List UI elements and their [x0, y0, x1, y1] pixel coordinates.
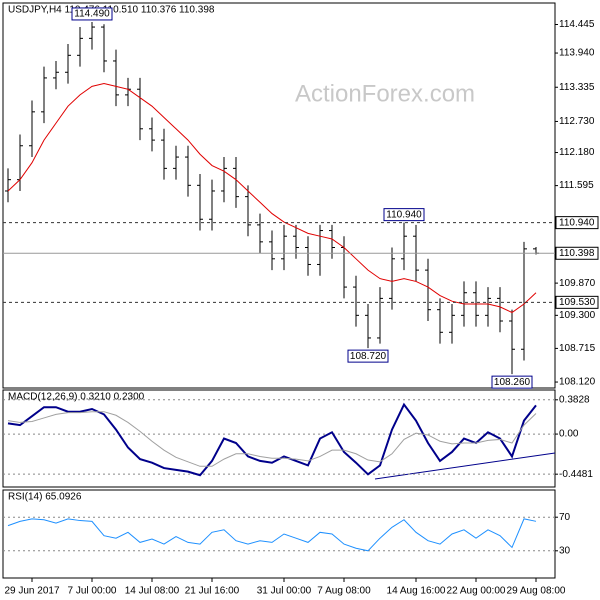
series-line — [7, 83, 537, 314]
x-tick-label: 14 Jul 08:00 — [125, 586, 180, 597]
x-tick-label: 31 Jul 00:00 — [257, 586, 312, 597]
y-tick-label: 112.730 — [559, 116, 595, 127]
annotation-box — [347, 349, 389, 363]
x-tick-label: 22 Aug 00:00 — [447, 586, 506, 597]
x-tick-label: 21 Jul 16:00 — [185, 586, 240, 597]
macd-frame — [2, 389, 556, 488]
level-label: 109.530 — [559, 297, 596, 308]
price-frame — [2, 2, 556, 389]
annotation-box — [491, 375, 533, 389]
level-label: 110.940 — [559, 217, 595, 228]
series-line — [7, 411, 537, 467]
y-tick-label: 0.00 — [559, 429, 579, 440]
last-price-box — [555, 246, 599, 260]
watermark: ActionForex.com — [295, 80, 475, 107]
annotation-label: 108.720 — [350, 351, 387, 362]
y-tick-label: 70 — [559, 512, 571, 523]
y-tick-label: 0.3828 — [559, 394, 590, 405]
x-tick-label: 29 Aug 08:00 — [507, 586, 566, 597]
x-tick-label: 7 Aug 08:00 — [317, 586, 371, 597]
y-tick-label: 114.445 — [559, 19, 595, 30]
y-tick-label: 108.715 — [559, 343, 596, 354]
annotation-label: 110.940 — [386, 209, 422, 220]
y-tick-label: 108.120 — [559, 377, 596, 388]
y-tick-label: 109.300 — [559, 310, 596, 321]
panel-title: RSI(14) 65.0926 — [8, 492, 82, 503]
annotation-box — [71, 7, 113, 21]
panel-title: MACD(12,26,9) 0.3210 0.2300 — [8, 392, 145, 403]
y-tick-label: 112.180 — [559, 147, 595, 158]
annotation-box — [383, 208, 425, 222]
x-tick-label: 14 Aug 16:00 — [387, 586, 446, 597]
y-tick-label: 113.940 — [559, 48, 595, 59]
y-tick-label: 109.870 — [559, 278, 596, 289]
y-tick-label: 30 — [559, 545, 571, 556]
x-tick-label: 7 Jul 00:00 — [68, 586, 117, 597]
level-box — [555, 295, 599, 309]
y-tick-label: -0.4481 — [559, 469, 593, 480]
x-tick-label: 29 Jun 2017 — [4, 586, 59, 597]
y-tick-label: 111.595 — [559, 180, 594, 191]
y-tick-label: 113.335 — [559, 82, 595, 93]
level-box — [555, 216, 599, 230]
annotation-label: 114.490 — [74, 9, 110, 20]
last-price-label: 110.398 — [559, 248, 595, 259]
series-line — [7, 518, 537, 552]
annotation-label: 108.260 — [494, 377, 531, 388]
series-line — [7, 402, 537, 477]
rsi-frame — [2, 489, 556, 579]
